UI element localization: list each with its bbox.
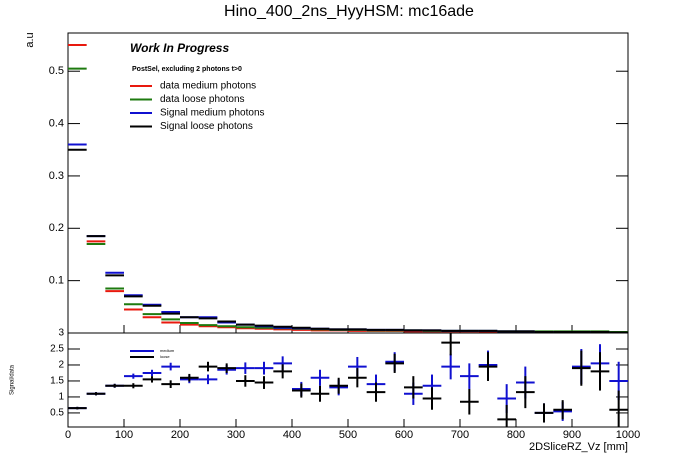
x-tick-label: 800	[507, 429, 525, 441]
legend-label: data medium photons	[160, 81, 256, 92]
y-tick-label: 2	[58, 360, 64, 371]
x-tick-label: 600	[395, 429, 413, 441]
y-tick-label: 3	[58, 328, 64, 339]
x-axis-label: 2DSliceRZ_Vz [mm]	[529, 441, 628, 453]
legend-label: medium	[160, 348, 175, 353]
x-tick-label: 0	[65, 429, 71, 441]
chart-title: Hino_400_2ns_HyyHSM: mc16ade	[224, 3, 474, 20]
y-tick-label: 1.5	[50, 376, 64, 387]
legend-label: Signal loose photons	[160, 121, 253, 132]
x-tick-label: 200	[171, 429, 189, 441]
legend-label: Signal medium photons	[160, 108, 265, 119]
y-tick-label: 0.2	[49, 222, 64, 234]
legend-label: data loose photons	[160, 94, 245, 105]
x-tick-label: 900	[563, 429, 581, 441]
x-tick-label: 100	[115, 429, 133, 441]
y-tick-label: 0.5	[50, 408, 64, 419]
x-tick-label: 500	[339, 429, 357, 441]
x-tick-label: 400	[283, 429, 301, 441]
annotation: Work In Progress	[130, 41, 229, 55]
y-tick-label: 0.4	[49, 117, 64, 129]
y-axis-label: a.u	[24, 32, 36, 47]
y-tick-label: 1	[58, 392, 64, 403]
x-tick-label: 700	[451, 429, 469, 441]
y-tick-label: 0.3	[49, 170, 64, 182]
legend-label: loose	[160, 354, 170, 359]
y-tick-label: 0.5	[49, 65, 64, 77]
y-axis-label: Signal/data	[10, 364, 16, 395]
y-tick-label: 2.5	[50, 344, 64, 355]
x-tick-label: 300	[227, 429, 245, 441]
x-tick-label: 1000	[616, 429, 640, 441]
annotation: PostSel, excluding 2 photons t>0	[132, 66, 242, 73]
y-tick-label: 0.1	[49, 275, 64, 287]
